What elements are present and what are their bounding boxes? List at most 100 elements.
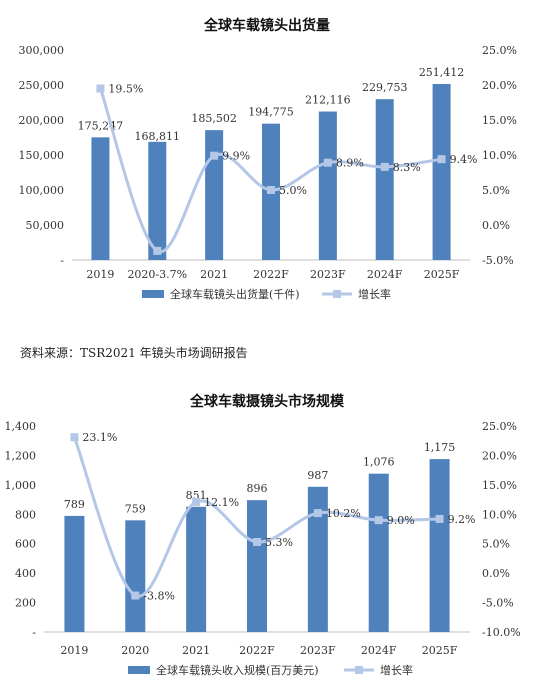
bar bbox=[368, 473, 389, 632]
y2-axis-tick-label: 10.0% bbox=[482, 508, 517, 521]
growth-rate-label: 5.0% bbox=[279, 184, 307, 197]
bar-value-label: 896 bbox=[247, 482, 268, 495]
bar-value-label: 175,247 bbox=[78, 119, 124, 132]
y-axis-tick-label: 1,000 bbox=[5, 479, 37, 492]
source-note: 资料来源：TSR2021 年镜头市场调研报告 bbox=[20, 346, 248, 360]
y-axis-tick-label: - bbox=[32, 626, 36, 639]
growth-rate-label: 8.9% bbox=[336, 157, 364, 170]
bar bbox=[186, 506, 207, 632]
x-axis-tick-label: 2021 bbox=[182, 644, 210, 657]
growth-rate-line bbox=[99, 88, 442, 254]
growth-rate-label: 23.1% bbox=[82, 431, 117, 444]
x-axis-tick-label: 2020-3.7% bbox=[127, 268, 187, 281]
y2-axis-tick-label: 15.0% bbox=[482, 114, 517, 127]
legend-line-marker bbox=[333, 290, 341, 298]
y2-axis-tick-label: 0.0% bbox=[482, 567, 510, 580]
bar bbox=[125, 520, 146, 632]
y-axis-tick-label: - bbox=[60, 254, 64, 267]
bar-value-label: 212,116 bbox=[305, 94, 351, 107]
bar-value-label: 1,175 bbox=[424, 441, 456, 454]
x-axis-tick-label: 2022F bbox=[239, 644, 275, 657]
shipment-chart: 全球车载镜头出货量 - 50,000 100,000 150,000 200,000 250… bbox=[0, 0, 534, 320]
growth-rate-label: -3.8% bbox=[143, 590, 175, 603]
growth-rate-marker bbox=[192, 497, 201, 506]
growth-rate-marker bbox=[131, 591, 140, 600]
legend-bar-label: 全球车载镜头出货量(千件) bbox=[170, 287, 300, 301]
y2-axis-tick-label: 10.0% bbox=[482, 149, 517, 162]
market-size-chart-svg: 全球车载摄镜头市场规模 - 200 400 600 800 1,000 1,200 1,400 -… bbox=[5, 393, 521, 677]
legend-line-label: 增长率 bbox=[380, 663, 413, 677]
growth-rate-label: 9.9% bbox=[222, 150, 250, 163]
y-axis-tick-label: 300,000 bbox=[19, 44, 65, 57]
legend-bar-swatch bbox=[142, 290, 164, 298]
x-axis-tick-label: 2021 bbox=[200, 268, 228, 281]
x-axis-tick-label: 2023F bbox=[310, 268, 346, 281]
growth-rate-marker bbox=[374, 516, 383, 525]
growth-rate-marker bbox=[96, 84, 105, 93]
bar-value-label: 229,753 bbox=[362, 81, 408, 94]
bar bbox=[247, 500, 267, 632]
bar bbox=[148, 141, 167, 260]
bar bbox=[64, 515, 85, 632]
growth-rate-marker bbox=[435, 514, 444, 523]
bar-value-label: 851 bbox=[186, 489, 207, 502]
growth-rate-label: 9.2% bbox=[448, 513, 476, 526]
y2-axis-tick-label: -5.0% bbox=[482, 597, 514, 610]
x-axis-tick-label: 2025F bbox=[424, 268, 460, 281]
x-axis-tick-label: 2023F bbox=[300, 644, 336, 657]
x-axis-tick-label: 2024F bbox=[367, 268, 403, 281]
legend-line-label: 增长率 bbox=[358, 287, 391, 301]
y-axis-tick-label: 100,000 bbox=[19, 184, 65, 197]
growth-rate-marker bbox=[153, 246, 162, 255]
growth-rate-label: 9.4% bbox=[450, 153, 478, 166]
bar bbox=[91, 137, 110, 260]
y-axis-tick-label: 1,200 bbox=[5, 449, 37, 462]
y-axis-tick-label: 1,400 bbox=[5, 420, 37, 433]
y2-axis-tick-label: 25.0% bbox=[482, 44, 517, 57]
bar-value-label: 1,076 bbox=[363, 456, 395, 469]
bar-value-label: 759 bbox=[125, 502, 146, 515]
growth-rate-marker bbox=[210, 151, 219, 160]
growth-rate-label: 10.2% bbox=[326, 507, 361, 520]
market-size-chart: 全球车载摄镜头市场规模 - 200 400 600 800 1,000 1,200 1,400 -… bbox=[0, 378, 534, 692]
bar-value-label: 789 bbox=[64, 498, 85, 511]
bar bbox=[318, 111, 337, 260]
bar bbox=[432, 84, 451, 260]
y-axis-tick-label: 200,000 bbox=[19, 114, 65, 127]
y-axis-tick-label: 600 bbox=[15, 538, 36, 551]
y-axis-tick-label: 200 bbox=[15, 597, 36, 610]
legend-line-marker bbox=[355, 666, 363, 674]
y2-axis-tick-label: 5.0% bbox=[482, 184, 510, 197]
y-axis-tick-label: 50,000 bbox=[26, 219, 65, 232]
legend-bar-swatch bbox=[128, 666, 150, 674]
y2-axis-tick-label: 20.0% bbox=[482, 79, 517, 92]
growth-rate-marker bbox=[437, 155, 446, 164]
y-axis-tick-label: 400 bbox=[15, 567, 36, 580]
growth-rate-line bbox=[73, 436, 440, 598]
legend-bar-label: 全球车载镜头收入规模(百万美元) bbox=[156, 663, 319, 677]
bar bbox=[307, 486, 328, 632]
bar bbox=[375, 99, 394, 260]
y2-axis-tick-label: 5.0% bbox=[482, 538, 510, 551]
x-axis-tick-label: 2019 bbox=[60, 644, 88, 657]
growth-rate-marker bbox=[253, 537, 261, 546]
bar-value-label: 168,811 bbox=[135, 130, 181, 143]
growth-rate-label: 8.3% bbox=[393, 161, 421, 174]
y2-axis-tick-label: -5.0% bbox=[482, 254, 514, 267]
growth-rate-label: 12.1% bbox=[204, 496, 239, 509]
growth-rate-marker bbox=[323, 158, 332, 167]
chart-title: 全球车载镜头出货量 bbox=[203, 17, 330, 34]
growth-rate-label: 19.5% bbox=[108, 83, 143, 96]
chart-title: 全球车载摄镜头市场规模 bbox=[189, 393, 345, 410]
bar bbox=[429, 459, 450, 632]
growth-rate-marker bbox=[313, 509, 322, 518]
y-axis-tick-label: 800 bbox=[15, 508, 36, 521]
x-axis-tick-label: 2019 bbox=[86, 268, 114, 281]
bar-value-label: 194,775 bbox=[248, 106, 294, 119]
shipment-chart-svg: 全球车载镜头出货量 - 50,000 100,000 150,000 200,000 250… bbox=[19, 17, 517, 301]
growth-rate-label: 5.3% bbox=[265, 536, 293, 549]
y2-axis-tick-label: -10.0% bbox=[482, 626, 521, 639]
bar bbox=[205, 130, 224, 260]
y-axis-tick-label: 150,000 bbox=[19, 149, 65, 162]
growth-rate-label: 9.0% bbox=[387, 514, 415, 527]
